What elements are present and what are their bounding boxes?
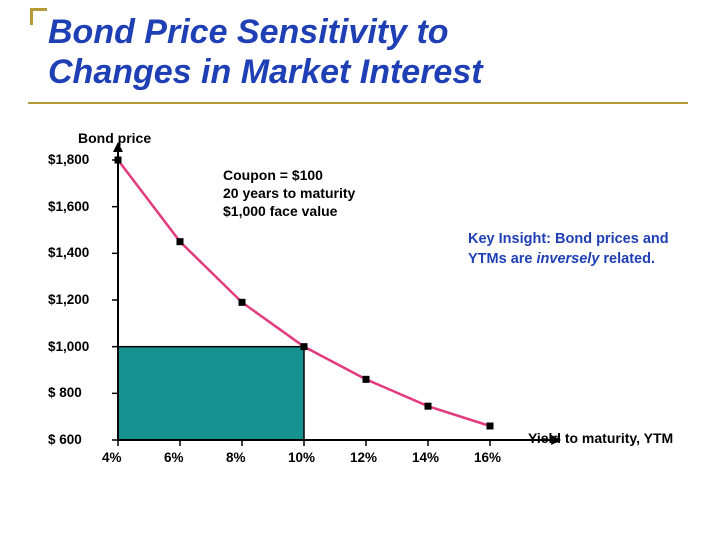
x-tick-label: 10% bbox=[288, 450, 315, 465]
y-tick-label: $1,400 bbox=[48, 245, 110, 260]
slide: Bond Price Sensitivity to Changes in Mar… bbox=[0, 0, 720, 540]
annot-line-1: Coupon = $100 bbox=[223, 167, 323, 183]
annot-line-3: $1,000 face value bbox=[223, 203, 337, 219]
x-tick-label: 16% bbox=[474, 450, 501, 465]
x-axis-title: Yield to maturity, YTM bbox=[528, 430, 673, 446]
y-tick-label: $1,200 bbox=[48, 292, 110, 307]
chart-area: Bond price Coupon = $100 20 years to mat… bbox=[38, 130, 688, 500]
y-axis-title: Bond price bbox=[78, 130, 151, 146]
x-tick-label: 4% bbox=[102, 450, 122, 465]
y-tick-label: $ 800 bbox=[48, 385, 110, 400]
slide-title: Bond Price Sensitivity to Changes in Mar… bbox=[26, 12, 483, 92]
x-tick-label: 6% bbox=[164, 450, 184, 465]
chart-annotation: Coupon = $100 20 years to maturity $1,00… bbox=[223, 166, 355, 221]
y-tick-label: $ 600 bbox=[48, 432, 110, 447]
title-line-2: Changes in Market Interest bbox=[48, 53, 483, 91]
insight-tail: related. bbox=[599, 251, 655, 267]
x-tick-label: 14% bbox=[412, 450, 439, 465]
annot-line-2: 20 years to maturity bbox=[223, 185, 355, 201]
y-tick-label: $1,600 bbox=[48, 199, 110, 214]
y-tick-label: $1,800 bbox=[48, 152, 110, 167]
key-insight: Key Insight: Bond prices and YTMs are in… bbox=[468, 230, 683, 269]
insight-italic: inversely bbox=[537, 251, 600, 267]
title-underline bbox=[28, 102, 688, 104]
title-block: Bond Price Sensitivity to Changes in Mar… bbox=[26, 12, 483, 92]
y-tick-label: $1,000 bbox=[48, 339, 110, 354]
x-tick-label: 8% bbox=[226, 450, 246, 465]
title-line-1: Bond Price Sensitivity to bbox=[48, 13, 449, 51]
x-tick-label: 12% bbox=[350, 450, 377, 465]
